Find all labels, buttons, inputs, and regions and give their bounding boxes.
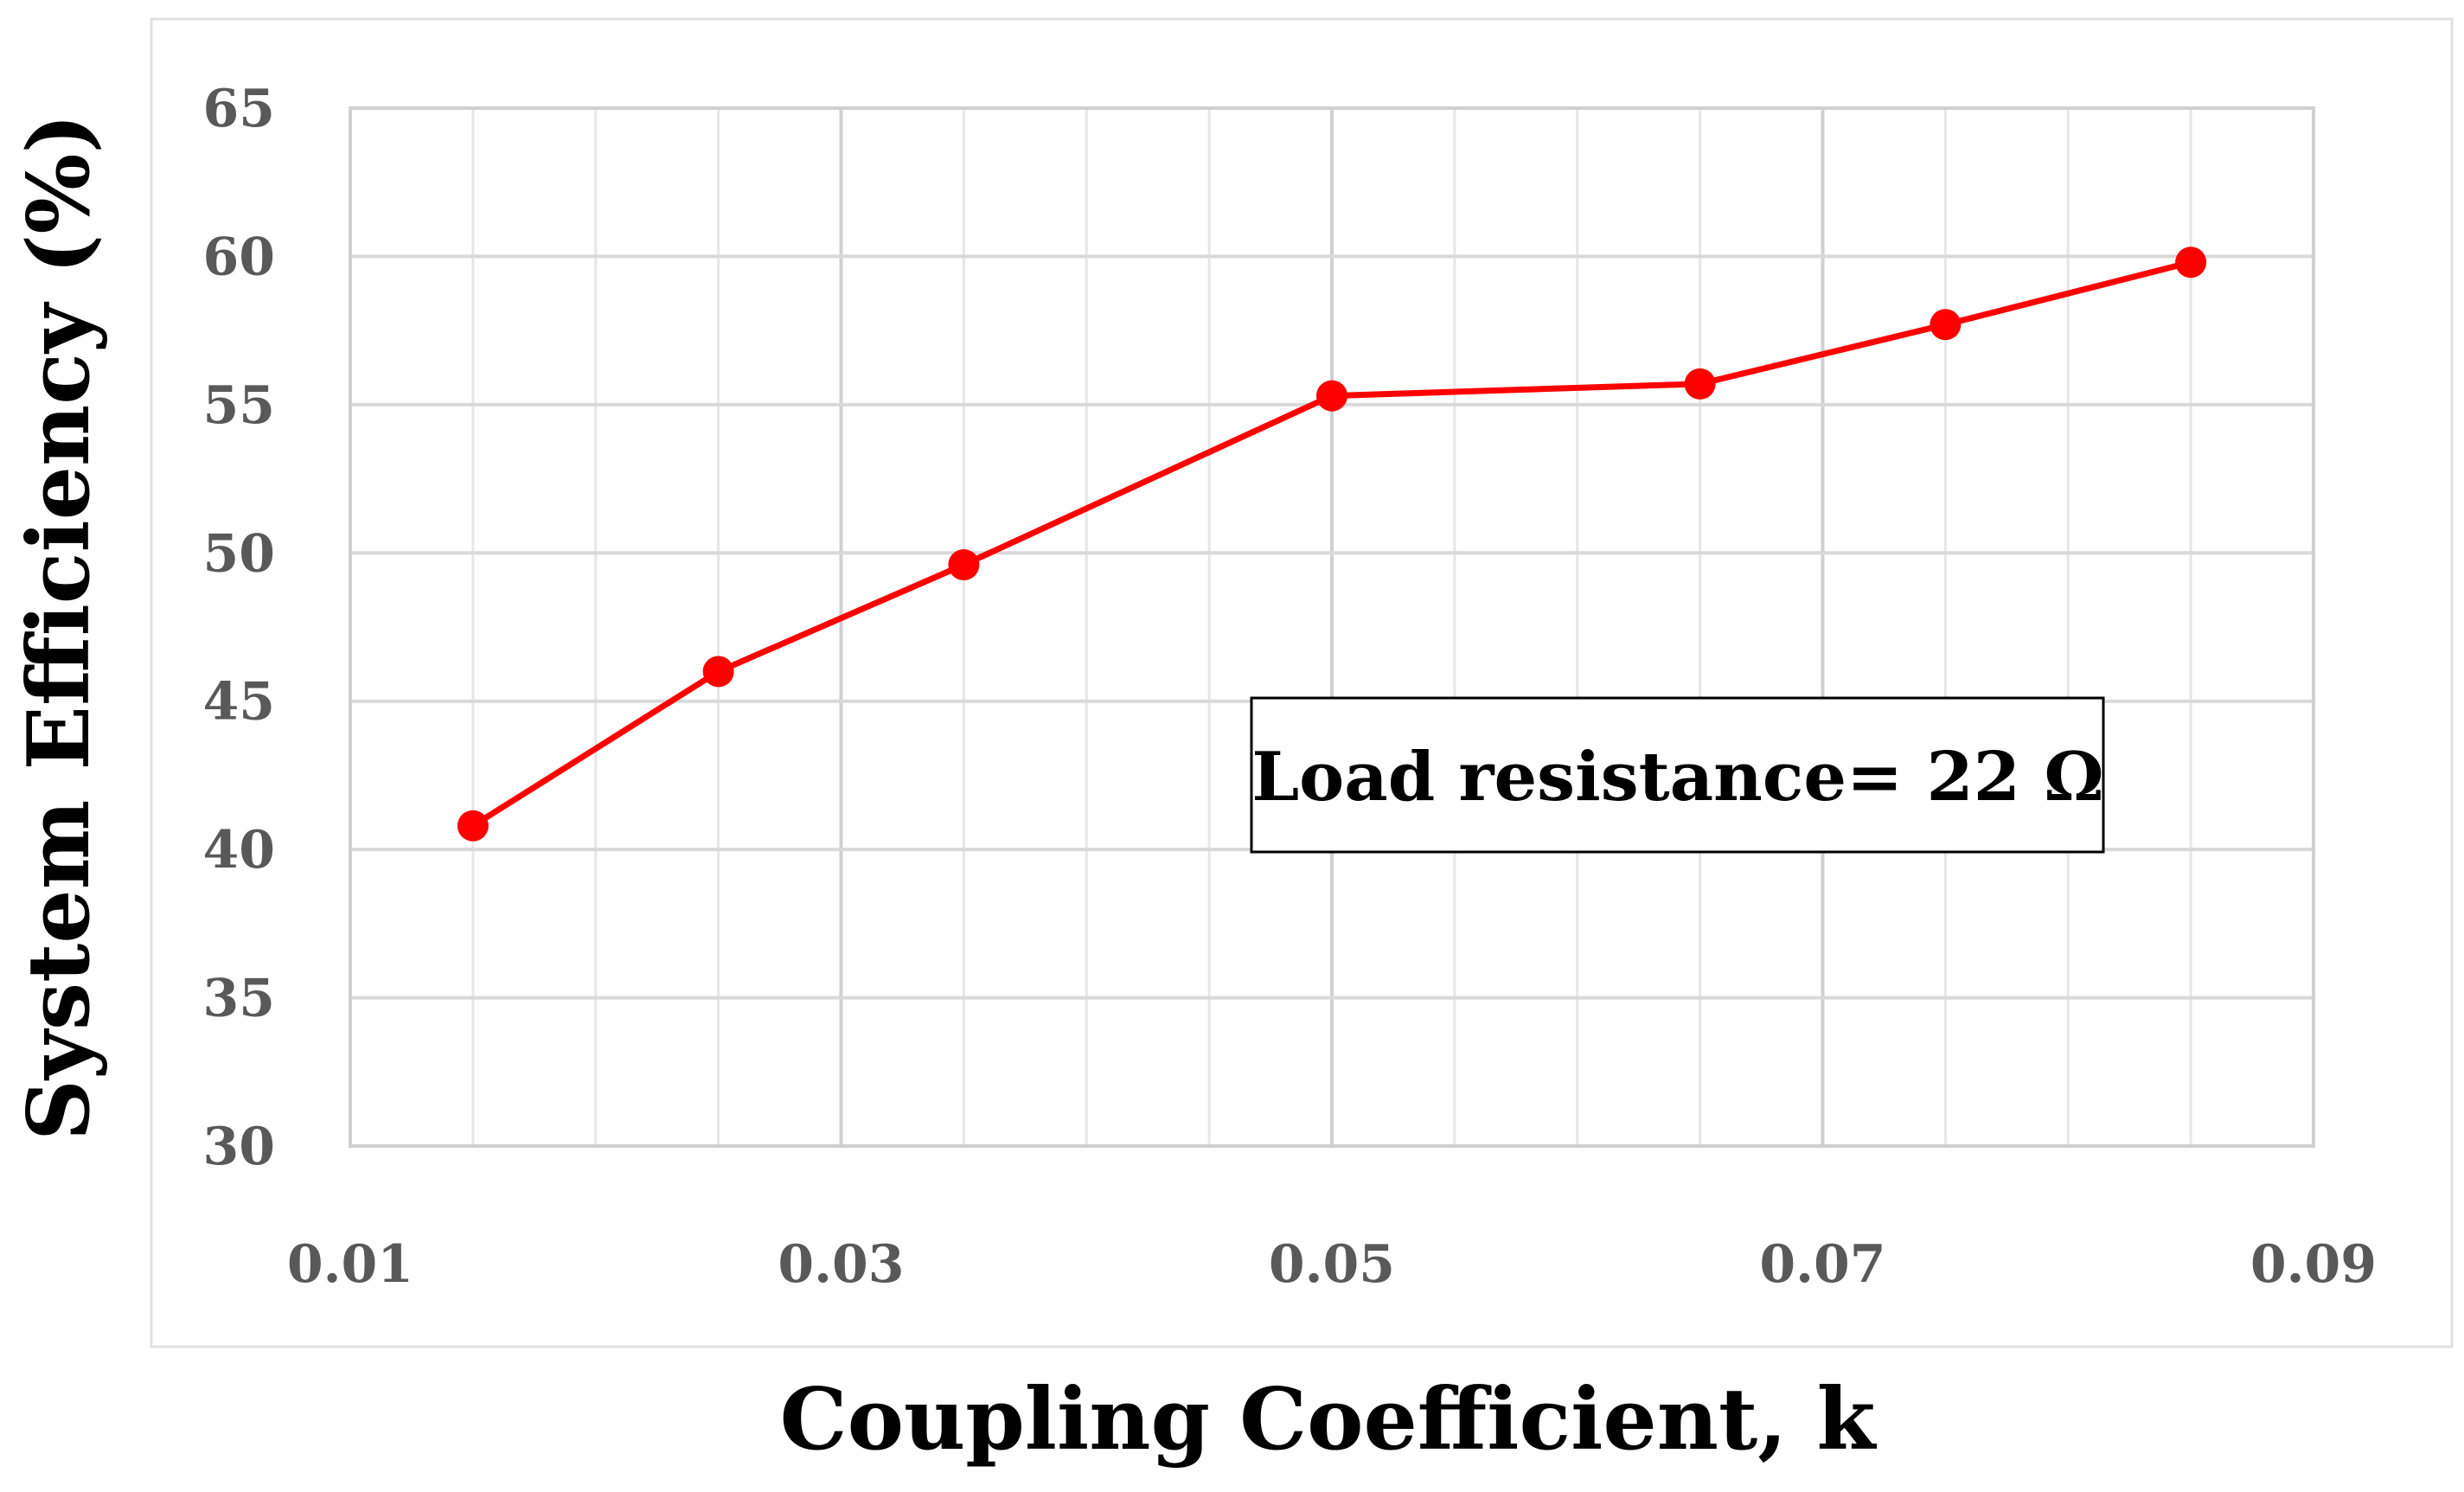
minor-gridlines [471, 108, 2192, 1146]
annotation-border [1250, 696, 2105, 854]
y-tick-label: 55 [203, 375, 276, 436]
data-point [948, 549, 980, 580]
y-tick-label: 40 [203, 820, 276, 880]
y-tick-label: 50 [203, 523, 276, 584]
y-axis-tick-labels: 30 35 40 45 50 55 60 65 [203, 79, 276, 1177]
y-tick-label: 35 [203, 969, 276, 1029]
data-point [1930, 309, 1962, 341]
x-axis-title: Coupling Coefficient, k [780, 1370, 1878, 1470]
x-tick-label: 0.01 [287, 1234, 413, 1295]
plot-area-border [349, 106, 2315, 1148]
y-axis-title: System Efficiency (%) [10, 113, 109, 1141]
y-tick-label: 30 [203, 1117, 276, 1177]
data-point [1316, 380, 1347, 412]
annotation-box: Load resistance= 22 Ω [1250, 696, 2105, 854]
y-tick-label: 65 [203, 79, 276, 139]
x-axis-tick-labels: 0.01 0.03 0.05 0.07 0.09 [287, 1234, 2377, 1295]
annotation-text: Load resistance= 22 Ω [1251, 738, 2103, 816]
data-point [2175, 247, 2207, 279]
x-tick-label: 0.07 [1759, 1234, 1885, 1295]
y-tick-label: 60 [203, 227, 276, 287]
series-layer [457, 247, 2207, 842]
data-point [702, 656, 734, 688]
x-tick-label: 0.05 [1269, 1234, 1395, 1295]
x-tick-label: 0.09 [2250, 1234, 2377, 1295]
x-tick-label: 0.03 [778, 1234, 904, 1295]
data-point [1684, 368, 1716, 400]
data-point [457, 810, 489, 842]
y-tick-label: 45 [203, 672, 276, 733]
